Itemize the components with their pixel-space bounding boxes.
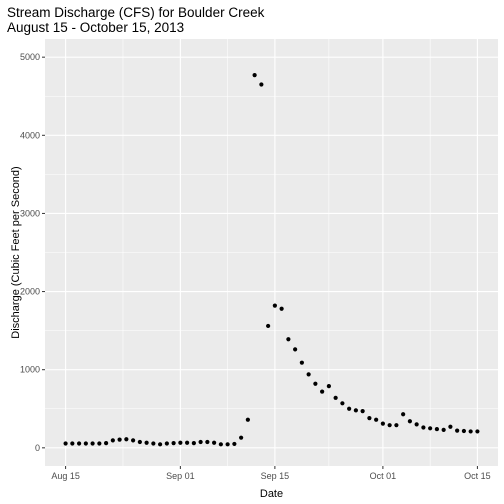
data-point bbox=[367, 416, 372, 421]
data-point bbox=[428, 426, 433, 431]
data-point bbox=[279, 306, 284, 311]
data-point bbox=[90, 441, 95, 446]
data-point bbox=[340, 401, 345, 406]
data-point bbox=[103, 441, 109, 446]
data-point bbox=[326, 384, 331, 389]
x-tick-labels: Aug 15 Sep 01 Sep 15 Oct 01 Oct 15 bbox=[51, 471, 490, 481]
data-point bbox=[448, 424, 453, 429]
data-point bbox=[191, 441, 196, 446]
data-point bbox=[198, 439, 203, 445]
data-point bbox=[299, 360, 304, 365]
x-tick-label: Sep 15 bbox=[261, 471, 290, 481]
data-point bbox=[455, 428, 460, 433]
data-point bbox=[76, 441, 82, 446]
x-tick-label: Oct 15 bbox=[464, 471, 491, 481]
data-point bbox=[259, 82, 264, 87]
chart-subtitle: August 15 - October 15, 2013 bbox=[7, 20, 184, 35]
data-point bbox=[347, 406, 352, 411]
y-tick-label: 2000 bbox=[20, 287, 40, 297]
data-point bbox=[245, 417, 250, 422]
x-tick-label: Sep 01 bbox=[166, 471, 195, 481]
data-point bbox=[320, 389, 325, 394]
data-point bbox=[441, 427, 446, 432]
data-point bbox=[353, 408, 358, 413]
data-point bbox=[239, 435, 244, 440]
data-point bbox=[83, 441, 88, 446]
chart-title: Stream Discharge (CFS) for Boulder Creek bbox=[7, 5, 265, 20]
data-point bbox=[110, 438, 115, 443]
data-point bbox=[63, 441, 68, 446]
data-point bbox=[178, 440, 183, 445]
data-point bbox=[70, 441, 75, 446]
data-point bbox=[394, 423, 399, 428]
x-tick-label: Oct 01 bbox=[370, 471, 397, 481]
data-point bbox=[380, 421, 385, 426]
data-point bbox=[387, 423, 392, 428]
data-point bbox=[286, 337, 291, 342]
data-point bbox=[293, 347, 298, 352]
data-point bbox=[205, 439, 210, 445]
y-tick-labels: 0 1000 2000 3000 4000 5000 bbox=[20, 52, 40, 453]
data-point bbox=[266, 323, 271, 329]
data-point bbox=[212, 440, 217, 445]
data-point bbox=[225, 442, 230, 447]
data-point bbox=[131, 438, 136, 443]
data-point bbox=[407, 419, 412, 424]
data-point bbox=[414, 422, 419, 427]
data-point bbox=[164, 441, 169, 446]
data-point bbox=[124, 437, 129, 442]
data-point bbox=[185, 440, 190, 445]
data-point bbox=[272, 303, 277, 308]
data-point bbox=[360, 409, 365, 414]
data-point bbox=[232, 441, 237, 447]
y-tick-label: 0 bbox=[35, 443, 40, 453]
data-point bbox=[117, 437, 122, 442]
data-point bbox=[313, 381, 318, 386]
data-point bbox=[421, 425, 426, 430]
y-tick-label: 4000 bbox=[20, 130, 40, 140]
data-point bbox=[252, 73, 257, 78]
grid-major bbox=[45, 39, 498, 466]
grid-minor bbox=[45, 39, 498, 466]
data-point bbox=[401, 412, 406, 417]
data-point bbox=[306, 372, 311, 377]
x-axis-title: Date bbox=[260, 488, 283, 500]
data-point bbox=[137, 439, 142, 445]
y-tick-label: 3000 bbox=[20, 208, 40, 218]
data-point bbox=[468, 429, 473, 434]
x-tick-label: Aug 15 bbox=[51, 471, 80, 481]
data-point bbox=[151, 441, 156, 446]
data-point bbox=[171, 441, 176, 446]
data-point bbox=[158, 442, 163, 447]
axis-ticks bbox=[42, 56, 478, 469]
y-tick-label: 5000 bbox=[20, 52, 40, 62]
data-point bbox=[218, 442, 223, 447]
data-point bbox=[475, 429, 480, 434]
data-point bbox=[97, 441, 102, 446]
data-point bbox=[374, 417, 379, 422]
y-tick-label: 1000 bbox=[20, 365, 40, 375]
data-points bbox=[63, 73, 480, 447]
data-point bbox=[434, 426, 440, 432]
data-point bbox=[461, 428, 467, 434]
y-axis-title: Discharge (Cubic Feet per Second) bbox=[10, 166, 22, 338]
data-point bbox=[144, 440, 149, 445]
data-point bbox=[333, 395, 338, 400]
